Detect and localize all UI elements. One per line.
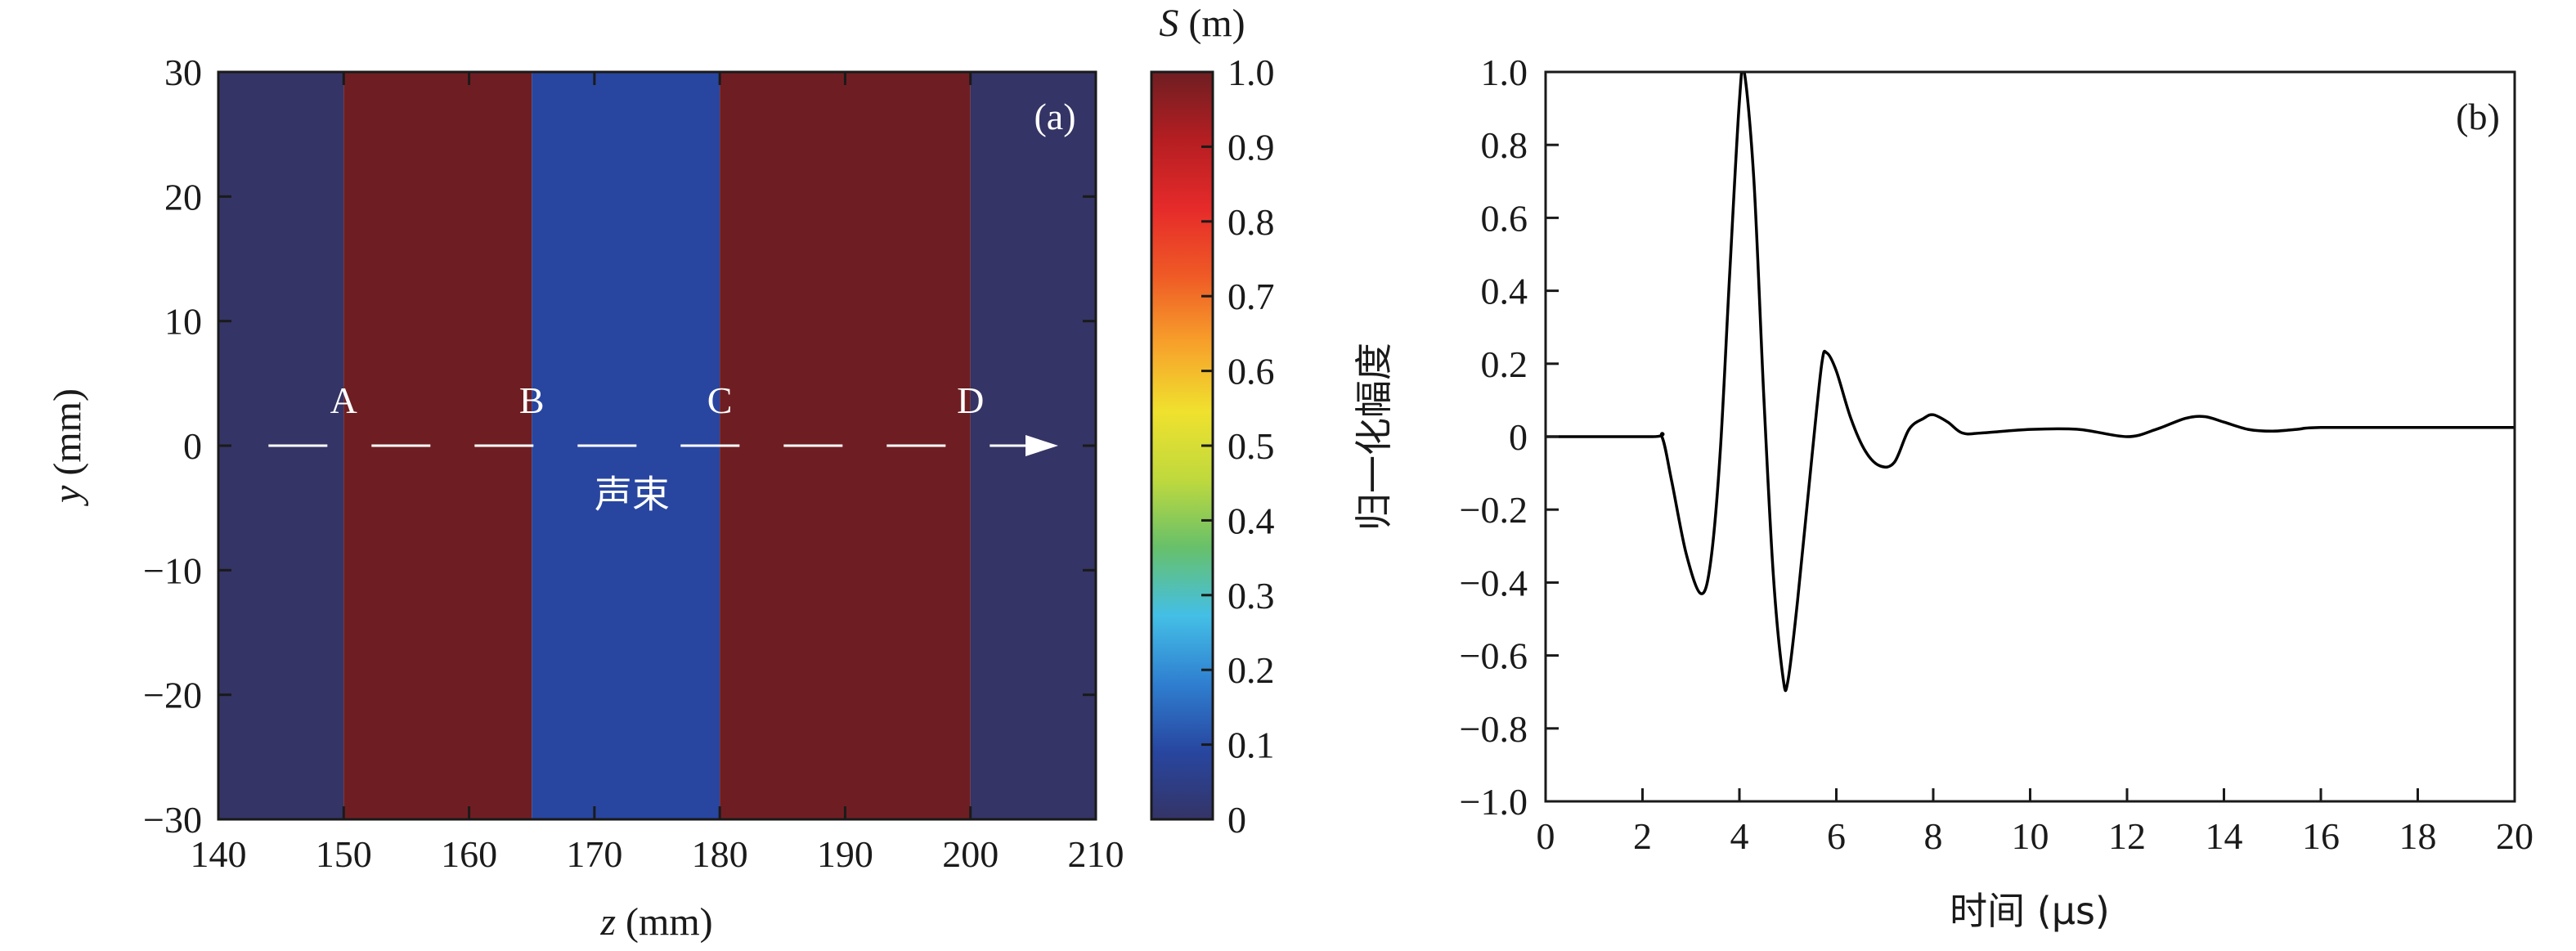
point-label-A: A xyxy=(330,379,357,421)
y-tick-label: −0.8 xyxy=(1460,708,1528,750)
heatmap-regions xyxy=(218,72,1096,819)
x-tick-label: 210 xyxy=(1068,833,1124,875)
x-tick-label: 180 xyxy=(692,833,748,875)
x-tick-label: 6 xyxy=(1827,815,1846,857)
beam-line xyxy=(268,435,1059,456)
y-tick-label: −0.6 xyxy=(1460,635,1528,677)
colorbar-title: S (m) xyxy=(1159,2,1245,45)
colorbar-tick-label: 0.3 xyxy=(1227,575,1275,617)
y-tick-label: 30 xyxy=(164,52,202,93)
x-axis-label: 时间 (μs) xyxy=(1950,889,2110,933)
x-axis-ticks: 0 2 4 6 8 10 12 14 16 18 20 xyxy=(1537,788,2533,857)
x-tick-label: 0 xyxy=(1537,815,1555,857)
beam-arrow xyxy=(1025,435,1059,456)
signal-line xyxy=(1546,72,2515,693)
x-tick-label: 2 xyxy=(1633,815,1652,857)
colorbar-tick-label: 0.9 xyxy=(1227,126,1275,168)
signal-panel: 0 2 4 6 8 10 12 14 16 18 20 1.0 0.8 0.6 0.4 0.2 0 −0.2 −0… xyxy=(1352,52,2533,933)
heatmap-panel: 声束 A B C D 140 150 160 170 180 190 200 210 30 20 10 0… xyxy=(46,52,1124,944)
y-axis-label: 归一化幅度 xyxy=(1352,343,1396,531)
x-axis-label: z (mm) xyxy=(599,900,712,944)
colorbar-tick-label: 0.2 xyxy=(1227,649,1275,691)
point-label-D: D xyxy=(957,379,984,421)
y-tick-label: −0.4 xyxy=(1460,562,1528,603)
colorbar-tick-label: 0.5 xyxy=(1227,425,1275,467)
y-tick-label: −20 xyxy=(143,675,202,716)
x-tick-label: 12 xyxy=(2108,815,2146,857)
colorbar-ticks: 1.0 0.9 0.8 0.7 0.6 0.5 0.4 0.3 0.2 0.1 0 xyxy=(1201,52,1275,841)
colorbar-tick-label: 0.4 xyxy=(1227,500,1275,541)
x-tick-label: 170 xyxy=(566,833,622,875)
x-tick-label: 200 xyxy=(942,833,999,875)
colorbar-tick-label: 0.1 xyxy=(1227,724,1275,766)
x-tick-label: 10 xyxy=(2012,815,2049,857)
y-tick-label: 0.4 xyxy=(1481,271,1528,312)
y-tick-label: 10 xyxy=(164,301,202,343)
colorbar-tick-label: 0.6 xyxy=(1227,351,1275,393)
colorbar-tick-label: 0.8 xyxy=(1227,201,1275,243)
x-tick-label: 190 xyxy=(817,833,873,875)
y-tick-label: −30 xyxy=(143,799,202,841)
beam-label: 声束 xyxy=(595,473,670,517)
y-tick-label: 0 xyxy=(183,425,202,467)
x-tick-label: 20 xyxy=(2496,815,2533,857)
y-tick-label: 0.8 xyxy=(1481,124,1528,166)
y-axis-ticks: 1.0 0.8 0.6 0.4 0.2 0 −0.2 −0.4 −0.6 −0.8 −1.0 xyxy=(1460,52,1559,823)
x-tick-label: 18 xyxy=(2399,815,2437,857)
y-axis-ticks: 30 20 10 0 −10 −20 −30 xyxy=(143,52,1096,841)
point-labels: A B C D xyxy=(330,379,985,421)
y-tick-label: −0.2 xyxy=(1460,489,1528,531)
x-tick-label: 4 xyxy=(1730,815,1749,857)
point-label-B: B xyxy=(519,379,545,421)
y-tick-label: 20 xyxy=(164,176,202,218)
x-tick-label: 140 xyxy=(191,833,247,875)
colorbar-tick-label: 0.7 xyxy=(1227,276,1275,317)
panel-label-a: (a) xyxy=(1034,96,1075,137)
signal-plot-frame xyxy=(1544,70,2516,803)
y-tick-label: −10 xyxy=(143,550,202,591)
colorbar-tick-label: 0 xyxy=(1227,799,1246,841)
colorbar-tick-label: 1.0 xyxy=(1227,52,1275,93)
panel-label-b: (b) xyxy=(2456,96,2500,137)
y-tick-label: 0 xyxy=(1509,416,1528,458)
y-tick-label: 0.2 xyxy=(1481,343,1528,385)
x-tick-label: 14 xyxy=(2206,815,2243,857)
y-axis-label: y (mm) xyxy=(46,388,89,507)
x-tick-label: 16 xyxy=(2302,815,2340,857)
colorbar: 1.0 0.9 0.8 0.7 0.6 0.5 0.4 0.3 0.2 0.1 0 S (m) xyxy=(1150,2,1275,841)
y-tick-label: 0.6 xyxy=(1481,197,1528,239)
point-label-C: C xyxy=(707,379,733,421)
y-tick-label: 1.0 xyxy=(1481,52,1528,93)
y-tick-label: −1.0 xyxy=(1460,781,1528,823)
x-tick-label: 8 xyxy=(1924,815,1943,857)
x-axis-ticks: 140 150 160 170 180 190 200 210 xyxy=(191,72,1124,875)
x-tick-label: 160 xyxy=(441,833,497,875)
x-tick-label: 150 xyxy=(316,833,372,875)
